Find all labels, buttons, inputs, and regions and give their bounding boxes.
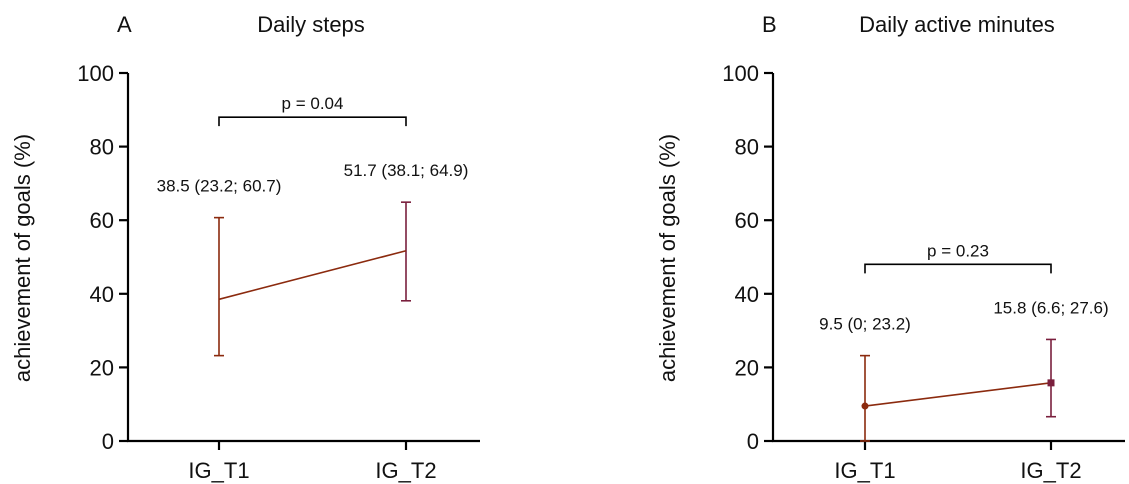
y-axis-label: achievement of goals (%) (655, 134, 680, 382)
x-tick-label: IG_T1 (834, 458, 895, 483)
panel-letter: A (117, 12, 132, 37)
y-tick-label: 60 (735, 208, 759, 233)
bracket-line (864, 263, 1052, 274)
p-value-label: p = 0.23 (927, 241, 989, 260)
data-label: 51.7 (38.1; 64.9) (344, 161, 469, 180)
data-point (1047, 379, 1055, 387)
y-tick-label: 20 (735, 355, 759, 380)
series-line (218, 249, 407, 301)
significance-bracket: p = 0.04 (218, 94, 407, 127)
x-tick-label: IG_T2 (1020, 458, 1081, 483)
annotations: 38.5 (23.2; 60.7) 51.7 (38.1; 64.9) (157, 161, 469, 195)
data-label: 9.5 (0; 23.2) (819, 315, 911, 334)
panel-a: A Daily steps achievement of goals (%) 0… (10, 12, 480, 483)
data-point (861, 402, 869, 410)
x-tick-label: IG_T2 (375, 458, 436, 483)
chart-title: Daily active minutes (859, 12, 1055, 37)
x-ticks: IG_T1 IG_T2 (188, 441, 437, 483)
y-tick-label: 100 (722, 61, 759, 86)
series-line (864, 382, 1052, 407)
y-tick-label: 40 (90, 282, 114, 307)
x-ticks: IG_T1 IG_T2 (834, 441, 1082, 483)
bracket-line (218, 116, 407, 127)
y-ticks: 0 20 40 60 80 100 (77, 61, 128, 454)
y-tick-label: 60 (90, 208, 114, 233)
annotations: 9.5 (0; 23.2) 15.8 (6.6; 27.6) (819, 298, 1108, 333)
panel-letter: B (762, 12, 777, 37)
data-label: 38.5 (23.2; 60.7) (157, 177, 282, 196)
y-tick-label: 20 (90, 355, 114, 380)
axes (126, 73, 480, 443)
y-tick-label: 0 (747, 429, 759, 454)
chart-title: Daily steps (257, 12, 365, 37)
y-tick-label: 40 (735, 282, 759, 307)
significance-bracket: p = 0.23 (864, 241, 1052, 274)
data-label: 15.8 (6.6; 27.6) (993, 298, 1108, 317)
y-tick-label: 0 (102, 429, 114, 454)
data-series (214, 201, 411, 357)
panel-b: B Daily active minutes achievement of go… (655, 12, 1125, 483)
y-axis-label: achievement of goals (%) (10, 134, 35, 382)
y-tick-label: 100 (77, 61, 114, 86)
y-ticks: 0 20 40 60 80 100 (722, 61, 773, 454)
y-tick-label: 80 (90, 135, 114, 160)
data-series (860, 338, 1056, 442)
x-tick-label: IG_T1 (188, 458, 249, 483)
y-tick-label: 80 (735, 135, 759, 160)
p-value-label: p = 0.04 (282, 94, 344, 113)
